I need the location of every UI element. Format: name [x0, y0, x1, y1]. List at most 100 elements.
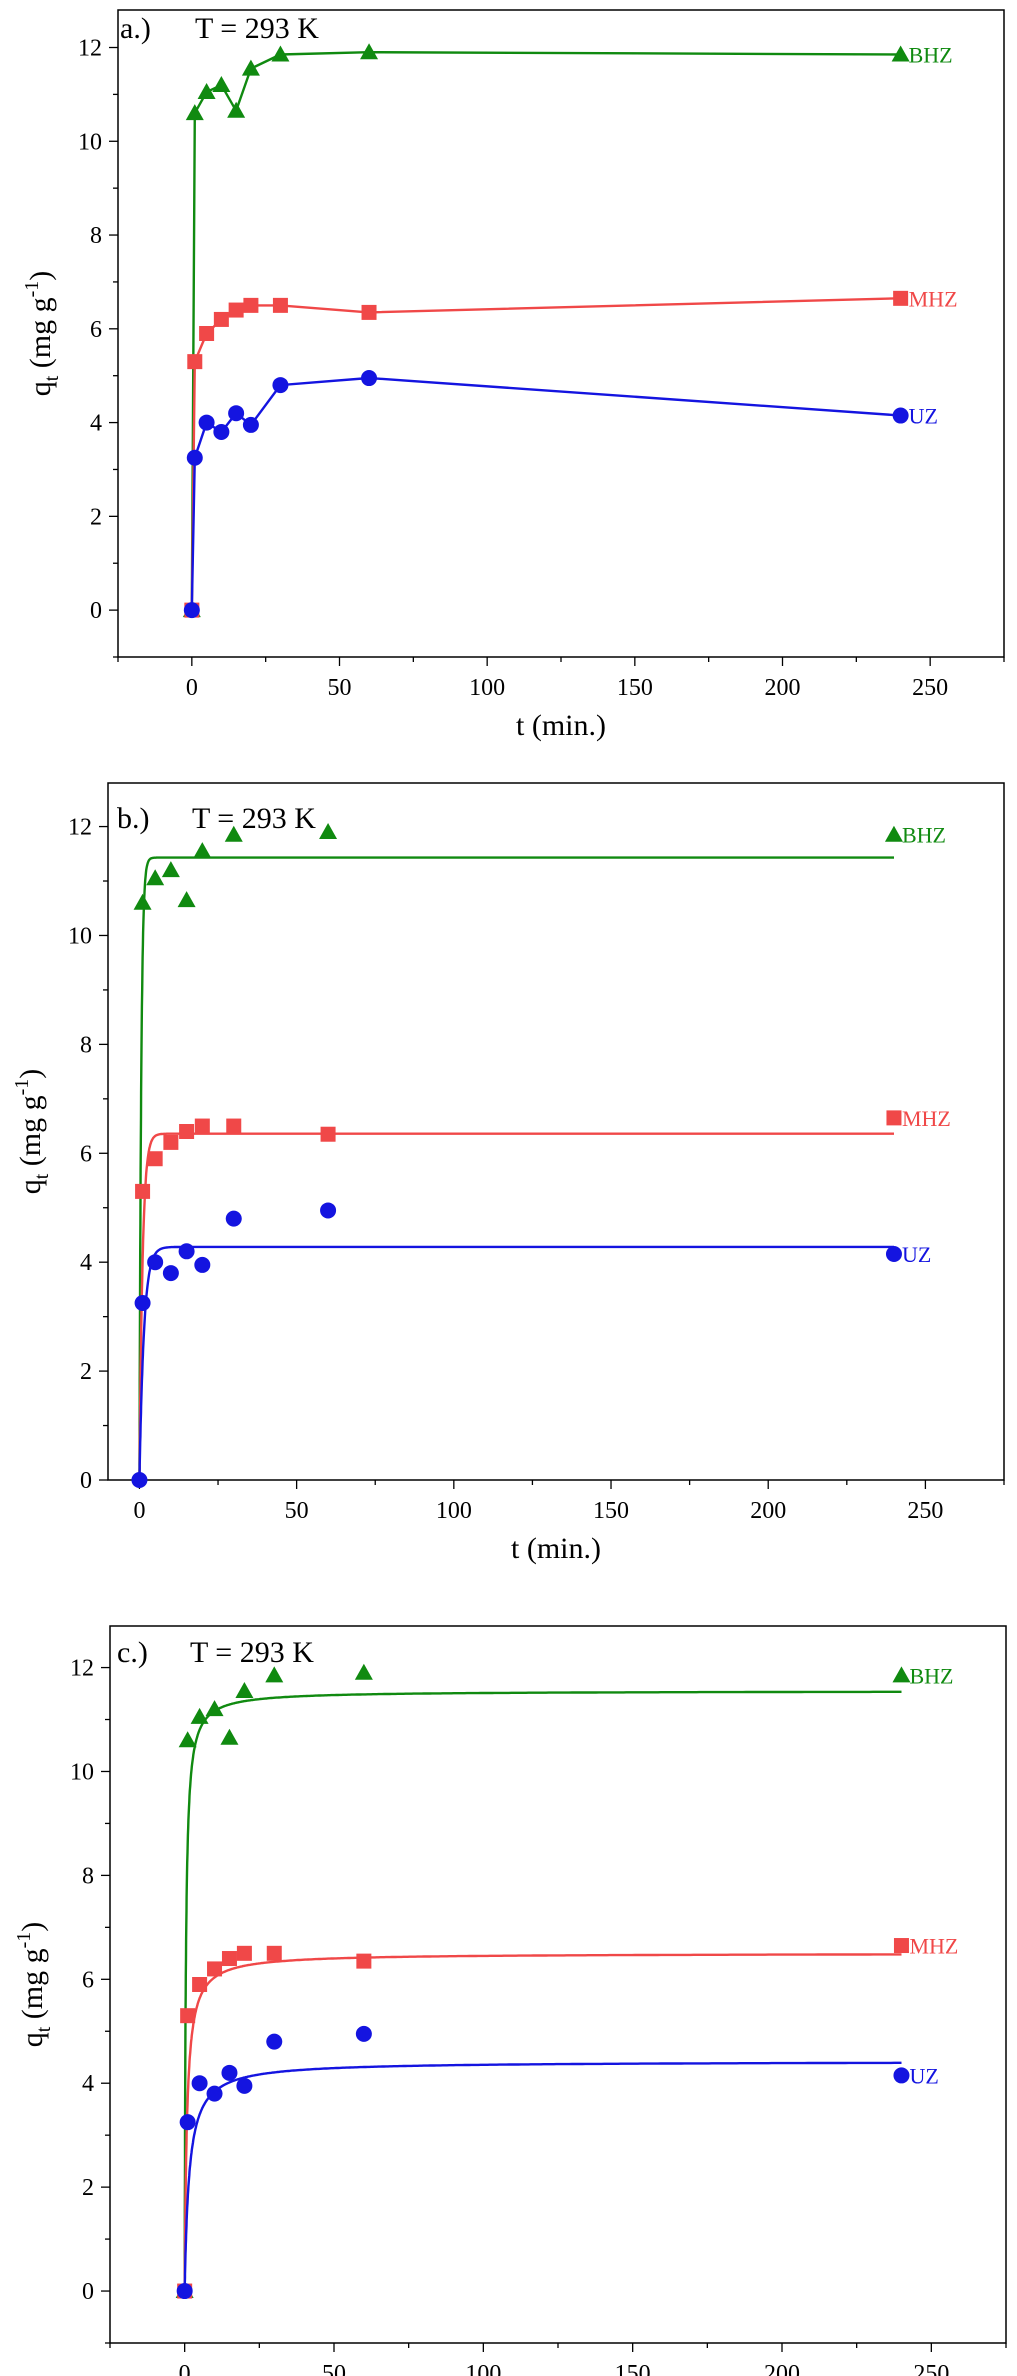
x-tick-label: 100	[469, 675, 505, 701]
y-axis-label-main: q	[16, 2032, 49, 2047]
data-point-uz	[893, 2067, 910, 2084]
data-point-bhz	[891, 45, 910, 62]
data-point-bhz	[227, 101, 246, 118]
y-axis-label-exp: -1	[13, 1932, 35, 1949]
data-point-uz	[213, 423, 230, 440]
x-tick-label: 200	[765, 675, 801, 701]
series-uz: UZ	[183, 370, 938, 619]
y-tick-label: 6	[80, 1141, 92, 1167]
y-tick-label: 6	[90, 317, 102, 343]
data-point-mhz	[266, 1945, 282, 1961]
y-axis-label-exp: -1	[21, 281, 43, 298]
data-point-mhz	[147, 1151, 163, 1167]
data-point-uz	[320, 1202, 337, 1219]
series-label-mhz: MHZ	[909, 286, 958, 311]
data-point-bhz	[241, 59, 260, 76]
x-tick-label: 0	[179, 2361, 191, 2376]
data-point-mhz	[228, 302, 244, 318]
x-tick-label: 200	[750, 1498, 786, 1524]
data-point-uz	[225, 1210, 242, 1227]
data-point-bhz	[133, 893, 152, 910]
data-point-mhz	[886, 1110, 902, 1126]
x-axis-label: t (min.)	[516, 709, 606, 742]
y-tick-label: 4	[82, 2071, 94, 2097]
series-uz: UZ	[176, 2025, 939, 2300]
data-point-uz	[176, 2283, 193, 2300]
x-tick-label: 50	[285, 1498, 309, 1524]
data-point-bhz	[271, 45, 290, 62]
y-axis-label-close: )	[24, 271, 57, 281]
data-point-uz	[885, 1246, 902, 1263]
y-axis-label: qt (mg g-1)	[13, 1922, 55, 2048]
y-tick-label: 12	[68, 815, 92, 841]
data-point-uz	[147, 1254, 164, 1271]
y-axis-label-unit: (mg g	[14, 1095, 47, 1173]
data-point-uz	[134, 1295, 151, 1312]
data-point-bhz	[354, 1663, 373, 1680]
y-axis-label-unit: (mg g	[24, 297, 57, 375]
data-point-mhz	[320, 1126, 336, 1142]
chart-panel-b: 0 50 100 150 200 250 0 2 4 6 8 10 12 t (min.) qt (mg g…	[11, 782, 1005, 1565]
x-tick-label: 150	[593, 1498, 629, 1524]
data-point-mhz	[194, 1118, 210, 1134]
y-tick-label: 8	[80, 1032, 92, 1058]
data-point-uz	[183, 602, 200, 619]
fit-line-bhz	[138, 856, 894, 1480]
data-point-mhz	[187, 354, 203, 370]
y-tick-label: 2	[82, 2175, 94, 2201]
data-point-uz	[179, 2114, 196, 2131]
fit-line-bhz	[183, 1690, 902, 2291]
fit-line-mhz	[190, 297, 901, 611]
data-point-bhz	[884, 825, 903, 842]
x-tick-label: 100	[436, 1498, 472, 1524]
data-point-uz	[242, 416, 259, 433]
x-tick-label: 150	[615, 2361, 651, 2376]
data-point-uz	[131, 1472, 148, 1488]
data-point-mhz	[179, 1124, 195, 1139]
data-point-bhz	[161, 861, 180, 878]
data-point-bhz	[197, 83, 216, 100]
fit-line-mhz	[138, 1132, 894, 1480]
series-label-uz: UZ	[909, 2063, 938, 2088]
y-axis-label-close: )	[14, 1069, 47, 1079]
panel-label: c.)	[117, 1636, 148, 1669]
data-point-uz	[162, 1265, 179, 1282]
y-axis-label: qt (mg g-1)	[21, 271, 63, 397]
x-tick-label: 0	[133, 1498, 145, 1524]
x-tick-label: 150	[617, 675, 653, 701]
y-tick-label: 10	[70, 1759, 94, 1785]
y-tick-label: 2	[90, 504, 102, 530]
y-tick-label: 0	[82, 2279, 94, 2305]
data-point-mhz	[180, 2008, 196, 2024]
data-point-mhz	[163, 1134, 179, 1150]
data-point-bhz	[892, 1666, 911, 1683]
x-tick-label: 50	[328, 675, 352, 701]
data-point-uz	[191, 2075, 208, 2092]
y-tick-label: 8	[90, 223, 102, 249]
y-axis-label-close: )	[16, 1922, 49, 1932]
fit-line-uz	[183, 2061, 902, 2291]
data-point-uz	[236, 2077, 253, 2094]
data-point-bhz	[177, 891, 196, 908]
data-point-uz	[361, 370, 378, 387]
data-point-uz	[221, 2064, 238, 2081]
data-point-uz	[266, 2033, 283, 2050]
y-axis-label-sub: t	[33, 2026, 55, 2032]
temperature-label: T = 293 K	[190, 1636, 314, 1669]
series-label-uz: UZ	[902, 1242, 931, 1267]
y-tick-label: 10	[68, 923, 92, 949]
data-point-mhz	[272, 297, 288, 313]
y-tick-label: 0	[80, 1468, 92, 1494]
data-point-mhz	[356, 1953, 372, 1969]
data-point-mhz	[135, 1183, 151, 1199]
data-point-mhz	[221, 1951, 237, 1967]
data-point-mhz	[226, 1118, 242, 1134]
data-point-mhz	[236, 1945, 252, 1961]
data-point-uz	[892, 407, 909, 424]
fit-line-uz	[138, 1245, 894, 1480]
chart-panel-a: 0 50 100 150 200 250 0 2 4 6 8 10 12 t (min.) qt (mg g…	[21, 9, 1005, 742]
series-label-bhz: BHZ	[902, 823, 946, 848]
data-point-mhz	[361, 304, 377, 320]
